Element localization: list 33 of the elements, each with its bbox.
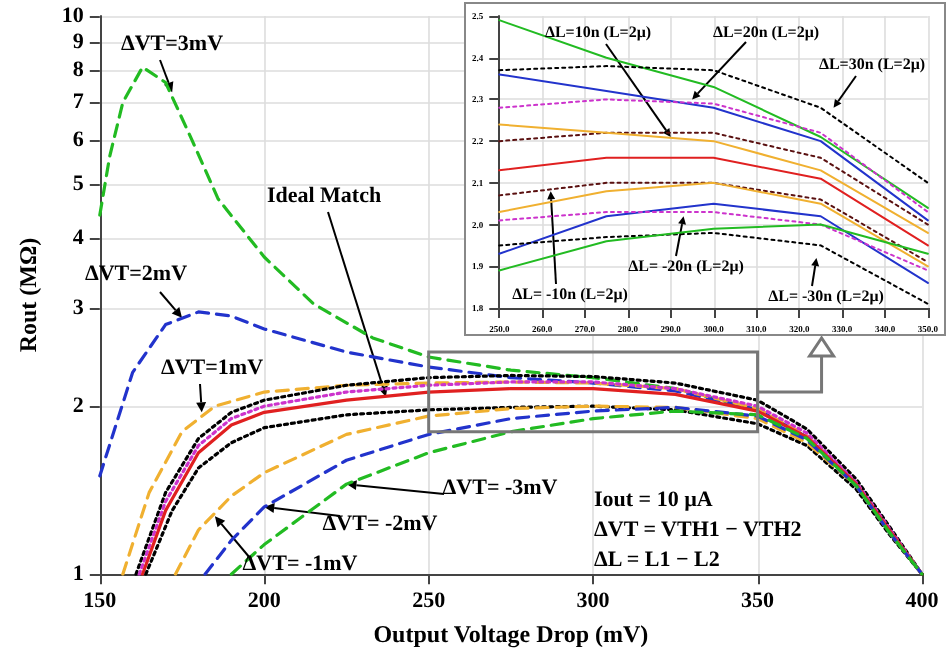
- annotation: ΔL= -20n (L=2μ): [628, 257, 745, 275]
- y-tick-label: 3: [72, 295, 85, 320]
- annotation: Ideal Match: [266, 184, 382, 208]
- annotation: ΔVT = VTH1 − VTH2: [594, 518, 803, 542]
- annotation: ΔL= -10n (L=2μ): [512, 285, 629, 303]
- y-tick-label: 5: [72, 172, 85, 197]
- x-tick-label: 300: [576, 589, 611, 614]
- y-tick-label: 4: [72, 226, 85, 251]
- y-tick-label: 8: [72, 58, 85, 83]
- annotation: Iout = 10 µA: [594, 488, 713, 512]
- annotation: ΔL=10n (L=2μ): [544, 23, 652, 41]
- y-tick-label: 7: [72, 90, 85, 115]
- annotation: ΔVT= -2mV: [322, 512, 438, 536]
- annotation: ΔL=30n (L=2μ): [818, 55, 926, 73]
- annotation: ΔVT= -3mV: [442, 476, 558, 500]
- annotation: ΔVT=1mV: [160, 356, 264, 380]
- x-axis-title: Output Voltage Drop (mV): [373, 620, 649, 648]
- y-tick-label: 2: [72, 394, 85, 419]
- annotation: ΔVT= -1mV: [242, 552, 358, 576]
- x-tick-label: 350: [741, 589, 776, 614]
- x-tick-label: 250: [412, 589, 447, 614]
- annotation: ΔL= -30n (L=2μ): [768, 287, 885, 305]
- y-tick-label: 1: [72, 562, 84, 587]
- x-tick-label: 400: [905, 589, 940, 614]
- annotation: ΔL = L1 − L2: [594, 548, 721, 572]
- annotation: ΔVT=3mV: [120, 32, 224, 56]
- x-tick-label: 150: [83, 589, 118, 614]
- y-tick-label: 9: [72, 29, 85, 54]
- annotation: ΔL=20n (L=2μ): [712, 23, 820, 41]
- x-tick-label: 200: [247, 589, 282, 614]
- y-tick-label: 6: [72, 127, 85, 152]
- y-tick-label: 10: [61, 4, 85, 28]
- y-axis-title: Rout (MΩ): [14, 237, 42, 353]
